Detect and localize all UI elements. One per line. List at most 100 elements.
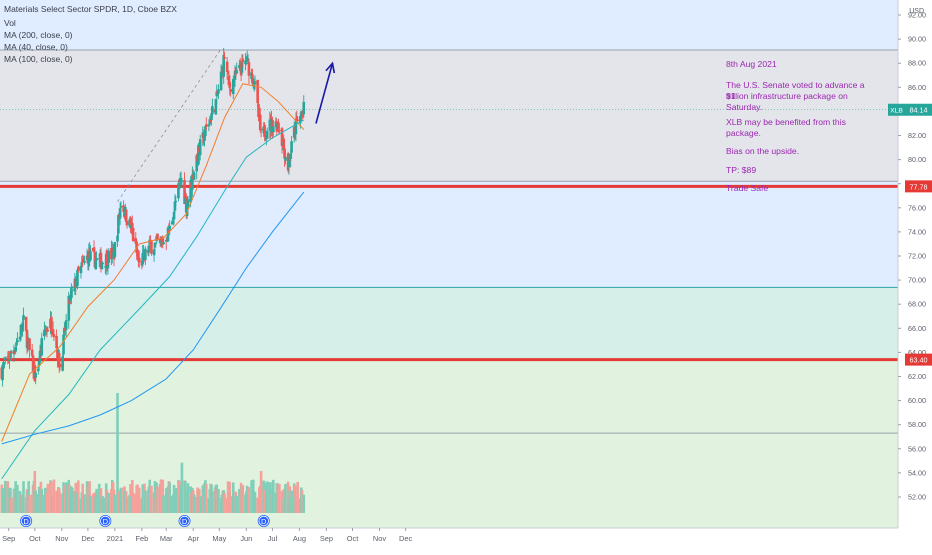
- y-tick-label: 92.00: [908, 11, 926, 20]
- indicator-ma100-label[interactable]: MA (100, close, 0): [4, 54, 73, 64]
- candle-body: [162, 242, 165, 245]
- candle-body: [152, 249, 156, 256]
- candle-body: [58, 363, 62, 368]
- price-zone: [0, 49, 898, 182]
- candle-body: [15, 343, 18, 345]
- candle-body: [191, 174, 194, 190]
- candle-body: [8, 360, 11, 362]
- dividend-marker: [99, 515, 112, 527]
- indicator-ma200-label[interactable]: MA (200, close, 0): [4, 30, 73, 40]
- volume-bar: [3, 480, 7, 513]
- volume-bar: [64, 482, 68, 513]
- annotation-line: XLB may be benefited from this: [726, 117, 846, 127]
- candle-body: [57, 352, 61, 368]
- candle-body: [40, 338, 44, 356]
- candle-body: [61, 356, 64, 371]
- x-tick-label: Feb: [136, 534, 149, 543]
- candle-body: [165, 240, 169, 242]
- volume-bar: [253, 492, 257, 513]
- candle-body: [94, 260, 98, 270]
- candle-body: [172, 211, 176, 220]
- candle-body: [258, 114, 262, 131]
- candle-body: [203, 136, 206, 141]
- candle-body: [173, 201, 177, 211]
- candle-body: [178, 178, 182, 182]
- price-tag-value: 63.40: [910, 356, 928, 365]
- dividend-marker-label: D: [261, 517, 267, 526]
- candle-body: [10, 351, 13, 354]
- candle-body: [134, 238, 138, 244]
- candle-body: [197, 144, 200, 165]
- candle-body: [95, 258, 98, 261]
- candle-body: [144, 248, 147, 260]
- candle-body: [124, 209, 128, 222]
- x-tick-label: Nov: [373, 534, 386, 543]
- candle-body: [25, 329, 29, 348]
- candle-body: [295, 116, 299, 121]
- candle-body: [282, 138, 286, 149]
- candle-body: [131, 222, 134, 232]
- candle-body: [222, 54, 225, 77]
- candle-body: [68, 298, 71, 304]
- volume-bar: [89, 496, 92, 513]
- candle-body: [161, 238, 165, 245]
- y-tick-label: 80.00: [908, 155, 926, 164]
- dividend-marker-ring: [100, 515, 111, 527]
- candle-body: [9, 351, 12, 358]
- candle-body: [298, 116, 302, 124]
- annotation-line: TP: $89: [726, 165, 757, 175]
- candle-body: [223, 57, 226, 59]
- candle-body: [179, 178, 183, 180]
- volume-bar: [46, 483, 50, 513]
- candle-body: [110, 248, 114, 258]
- volume-bars: [0, 393, 306, 513]
- volume-bar: [137, 487, 141, 513]
- x-tick-label: May: [212, 534, 226, 543]
- volume-bar: [174, 488, 178, 513]
- dividend-marker-ring: [258, 515, 269, 527]
- moving-average-line: [1, 119, 305, 480]
- candle-body: [247, 62, 251, 76]
- candle-body: [62, 334, 65, 355]
- volume-bar: [70, 487, 74, 513]
- indicator-vol-label[interactable]: Vol: [4, 18, 16, 28]
- x-tick-label: Apr: [187, 534, 199, 543]
- candle-body: [251, 74, 254, 84]
- candle-body: [217, 89, 220, 94]
- annotation-line: Bias on the upside.: [726, 146, 800, 156]
- candle-body: [225, 61, 229, 73]
- candle-body: [244, 60, 247, 65]
- volume-bar: [10, 497, 13, 513]
- candle-body: [284, 156, 287, 161]
- candle-body: [55, 335, 58, 349]
- candle-body: [18, 336, 22, 340]
- candle-body: [107, 250, 111, 263]
- candle-body: [117, 215, 120, 234]
- candle-body: [192, 172, 196, 180]
- dividend-marker: [257, 515, 270, 527]
- volume-bar: [153, 481, 157, 513]
- candle-body: [67, 295, 71, 321]
- candle-body: [137, 257, 141, 263]
- x-tick-label: Oct: [29, 534, 41, 543]
- annotation-line: trillion infrastructure package on: [726, 91, 848, 101]
- candle-body: [141, 253, 145, 265]
- volume-bar: [22, 481, 25, 513]
- indicator-ma40-label[interactable]: MA (40, close, 0): [4, 42, 68, 52]
- candle-body: [122, 205, 125, 212]
- candle-body: [171, 220, 175, 225]
- time-axis: [0, 528, 898, 550]
- annotation-line: The U.S. Senate voted to advance a $1: [726, 80, 865, 101]
- x-tick-label: Jun: [240, 534, 252, 543]
- candle-body: [14, 347, 17, 352]
- candle-body: [246, 60, 250, 62]
- volume-bar: [162, 495, 165, 513]
- volume-bar: [168, 482, 172, 513]
- y-tick-label: 62.00: [908, 372, 926, 381]
- volume-bar: [16, 485, 19, 513]
- candle-body: [204, 126, 207, 136]
- candle-body: [167, 230, 171, 233]
- y-tick-label: 54.00: [908, 468, 926, 477]
